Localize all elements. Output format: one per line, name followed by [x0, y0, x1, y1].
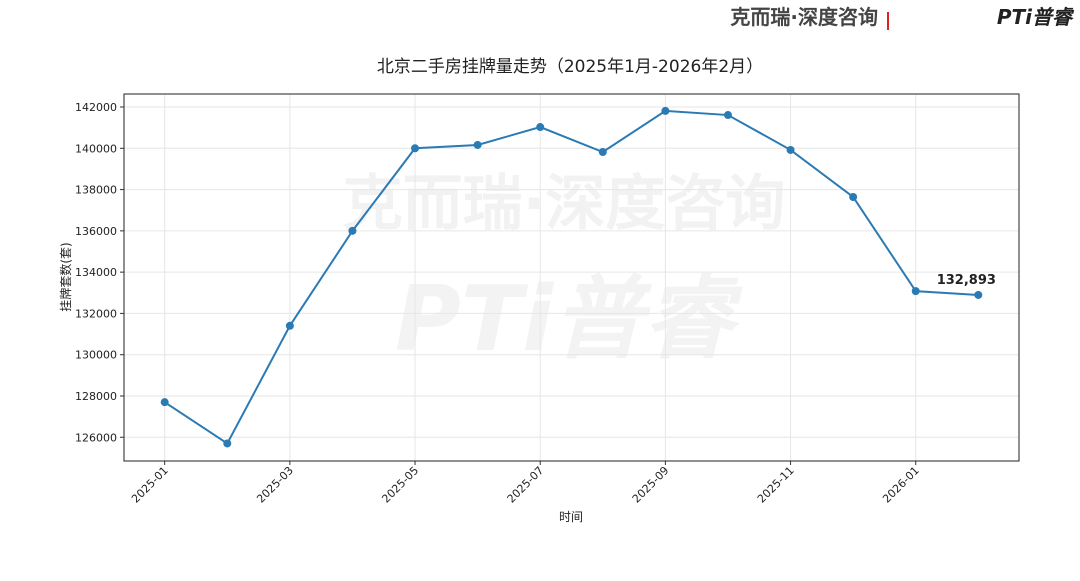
y-axis-label: 挂牌套数(套): [58, 242, 73, 311]
point: [849, 192, 858, 201]
point: [473, 140, 482, 149]
x-tick-label: 2025-11: [755, 464, 797, 506]
y-tick-label: 142000: [75, 101, 117, 114]
line: [164, 109, 979, 445]
point: [598, 148, 607, 157]
x-tick-label: 2025-01: [129, 464, 171, 506]
point: [411, 144, 420, 153]
point: [723, 111, 732, 120]
point: [223, 439, 232, 448]
x-tick-label: 2025-03: [254, 464, 296, 506]
point: [160, 398, 169, 407]
point: [661, 106, 670, 115]
y-tick-label: 132000: [75, 307, 117, 320]
watermark: 克而瑞·深度咨询: [343, 169, 786, 239]
y-tick-label: 128000: [75, 390, 117, 403]
y-tick-label: 136000: [75, 225, 117, 238]
y-tick-label: 134000: [75, 266, 117, 279]
point: [974, 290, 983, 299]
brand: 克而瑞·深度咨询: [730, 5, 878, 29]
value-label: 132,893: [937, 273, 996, 288]
x-tick-label: 2025-07: [505, 464, 547, 506]
x-tick-label: 2025-09: [630, 464, 672, 506]
y-tick-label: 126000: [75, 431, 117, 444]
point: [911, 287, 920, 296]
y-tick-label: 130000: [75, 349, 117, 362]
point: [536, 123, 545, 132]
logo: PTi普睿: [997, 5, 1075, 29]
watermark: PTi普睿: [395, 267, 743, 372]
x-tick-label: 2025-05: [379, 464, 421, 506]
point: [348, 226, 357, 235]
x-axis-label: 时间: [559, 510, 583, 524]
divider: [887, 12, 889, 30]
plot-frame: [123, 93, 1020, 462]
x-tick-label: 2026-01: [880, 464, 922, 506]
point: [786, 145, 795, 154]
point: [285, 321, 294, 330]
y-tick-label: 138000: [75, 184, 117, 197]
chart-title: 北京二手房挂牌量走势（2025年1月-2026年2月）: [377, 57, 763, 77]
y-tick-label: 140000: [75, 142, 117, 155]
